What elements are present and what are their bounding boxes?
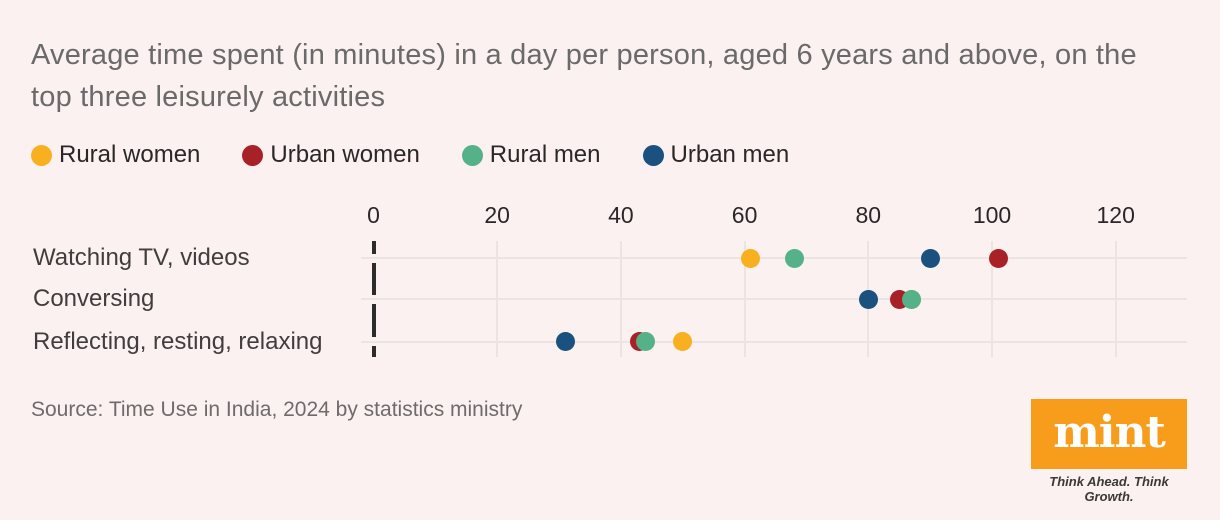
legend-label: Urban men [670, 141, 790, 168]
vertical-gridline [619, 241, 622, 357]
data-point-rural-women [741, 248, 761, 268]
vertical-gridline [991, 241, 993, 357]
zero-axis-segment [372, 346, 376, 357]
legend-item: Rural women [31, 141, 200, 169]
legend-dot-icon [461, 144, 483, 166]
vertical-gridline [1114, 241, 1117, 357]
x-axis-tick-label: 40 [608, 202, 634, 228]
legend-dot-icon [642, 144, 664, 166]
mint-logo-text: mint [1053, 406, 1166, 458]
mint-tagline: Think Ahead. Think Growth. [1049, 474, 1169, 504]
zero-axis-segment [372, 241, 376, 254]
legend: Rural women Urban women Rural men Urban men [31, 141, 789, 169]
data-point-rural-men [784, 248, 804, 268]
legend-dot-icon [31, 144, 52, 166]
data-point-rural-men [636, 332, 656, 351]
zero-axis-segment [372, 262, 376, 295]
x-axis-tick-label: 80 [855, 202, 882, 228]
zero-axis-segment [372, 303, 376, 337]
legend-label: Rural women [59, 141, 201, 168]
category-label: Reflecting, resting, relaxing [33, 327, 323, 355]
x-axis-tick-label: 20 [484, 202, 510, 228]
data-point-urban-men [920, 248, 940, 268]
data-point-urban-men [858, 289, 878, 309]
legend-label: Urban women [270, 141, 420, 168]
data-point-urban-women [988, 248, 1008, 268]
source-note: Source: Time Use in India, 2024 by stati… [31, 398, 523, 421]
legend-item: Urban men [642, 141, 790, 169]
chart-title: Average time spent (in minutes) in a day… [31, 39, 1137, 113]
x-axis-tick-label: 100 [972, 202, 1012, 228]
legend-label: Rural men [489, 141, 601, 168]
x-axis-tick-label: 120 [1096, 202, 1135, 228]
horizontal-gridline [361, 340, 1187, 343]
horizontal-gridline [361, 298, 1187, 301]
legend-item: Rural men [461, 141, 601, 169]
data-point-rural-women [673, 332, 693, 351]
legend-item: Urban women [242, 141, 420, 169]
data-point-urban-men [555, 332, 575, 351]
mint-logo: mint [1031, 399, 1187, 469]
vertical-gridline [743, 241, 746, 357]
category-label: Conversing [33, 285, 155, 313]
vertical-gridline [496, 241, 499, 357]
legend-dot-icon [242, 144, 264, 166]
category-label: Watching TV, videos [33, 244, 250, 271]
x-axis-tick-label: 0 [367, 202, 380, 228]
x-axis-tick-label: 60 [731, 202, 758, 228]
data-point-rural-men [902, 289, 922, 309]
horizontal-gridline [361, 257, 1187, 259]
